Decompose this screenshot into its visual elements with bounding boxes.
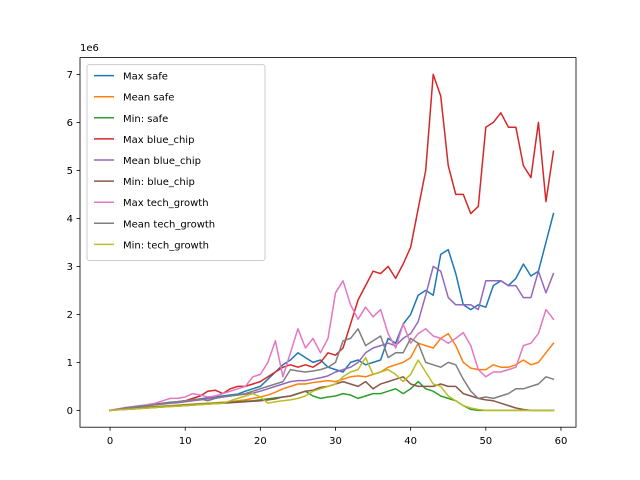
legend-label: Mean safe [123,93,174,104]
series-layer [109,73,555,412]
y-tick-label: 4 [67,214,73,225]
y-tick-label: 7 [67,70,73,81]
y-tick-label: 1 [67,358,73,369]
legend-label: Min: tech_growth [123,240,209,251]
legend-label: Max tech_growth [123,198,209,209]
y-axis: 0 1 2 3 4 5 6 7 [67,70,80,417]
legend-label: Max blue_chip [123,135,194,146]
x-tick-label: 50 [479,436,492,447]
legend: Max safe Mean safe Min: safe Max blue_chip M… [86,64,266,261]
legend-label: Min: blue_chip [123,177,195,188]
series-line-8 [109,356,555,412]
legend-label: Mean tech_growth [123,219,215,230]
x-tick-label: 40 [404,436,417,447]
series-line-4 [109,265,555,412]
x-tick-label: 20 [254,436,267,447]
plot-frame [79,57,577,428]
y-tick-label: 3 [67,262,73,273]
y-offset-label: 1e6 [80,43,99,54]
axes-layer [79,57,577,428]
x-tick-label: 10 [179,436,192,447]
y-tick-label: 2 [67,310,73,321]
legend-label: Mean blue_chip [123,156,201,167]
y-tick-label: 6 [67,118,73,129]
series-line-7 [109,328,555,412]
x-tick-label: 60 [555,436,568,447]
series-line-6 [109,280,555,412]
legend-label: Min: safe [123,114,168,125]
y-tick-label: 5 [67,166,73,177]
x-tick-label: 0 [107,436,113,447]
x-tick-label: 30 [329,436,342,447]
legend-label: Max safe [123,72,168,83]
legend-box [86,64,266,261]
y-tick-label: 0 [67,406,73,417]
x-axis: 0 10 20 30 40 50 60 [107,427,567,447]
